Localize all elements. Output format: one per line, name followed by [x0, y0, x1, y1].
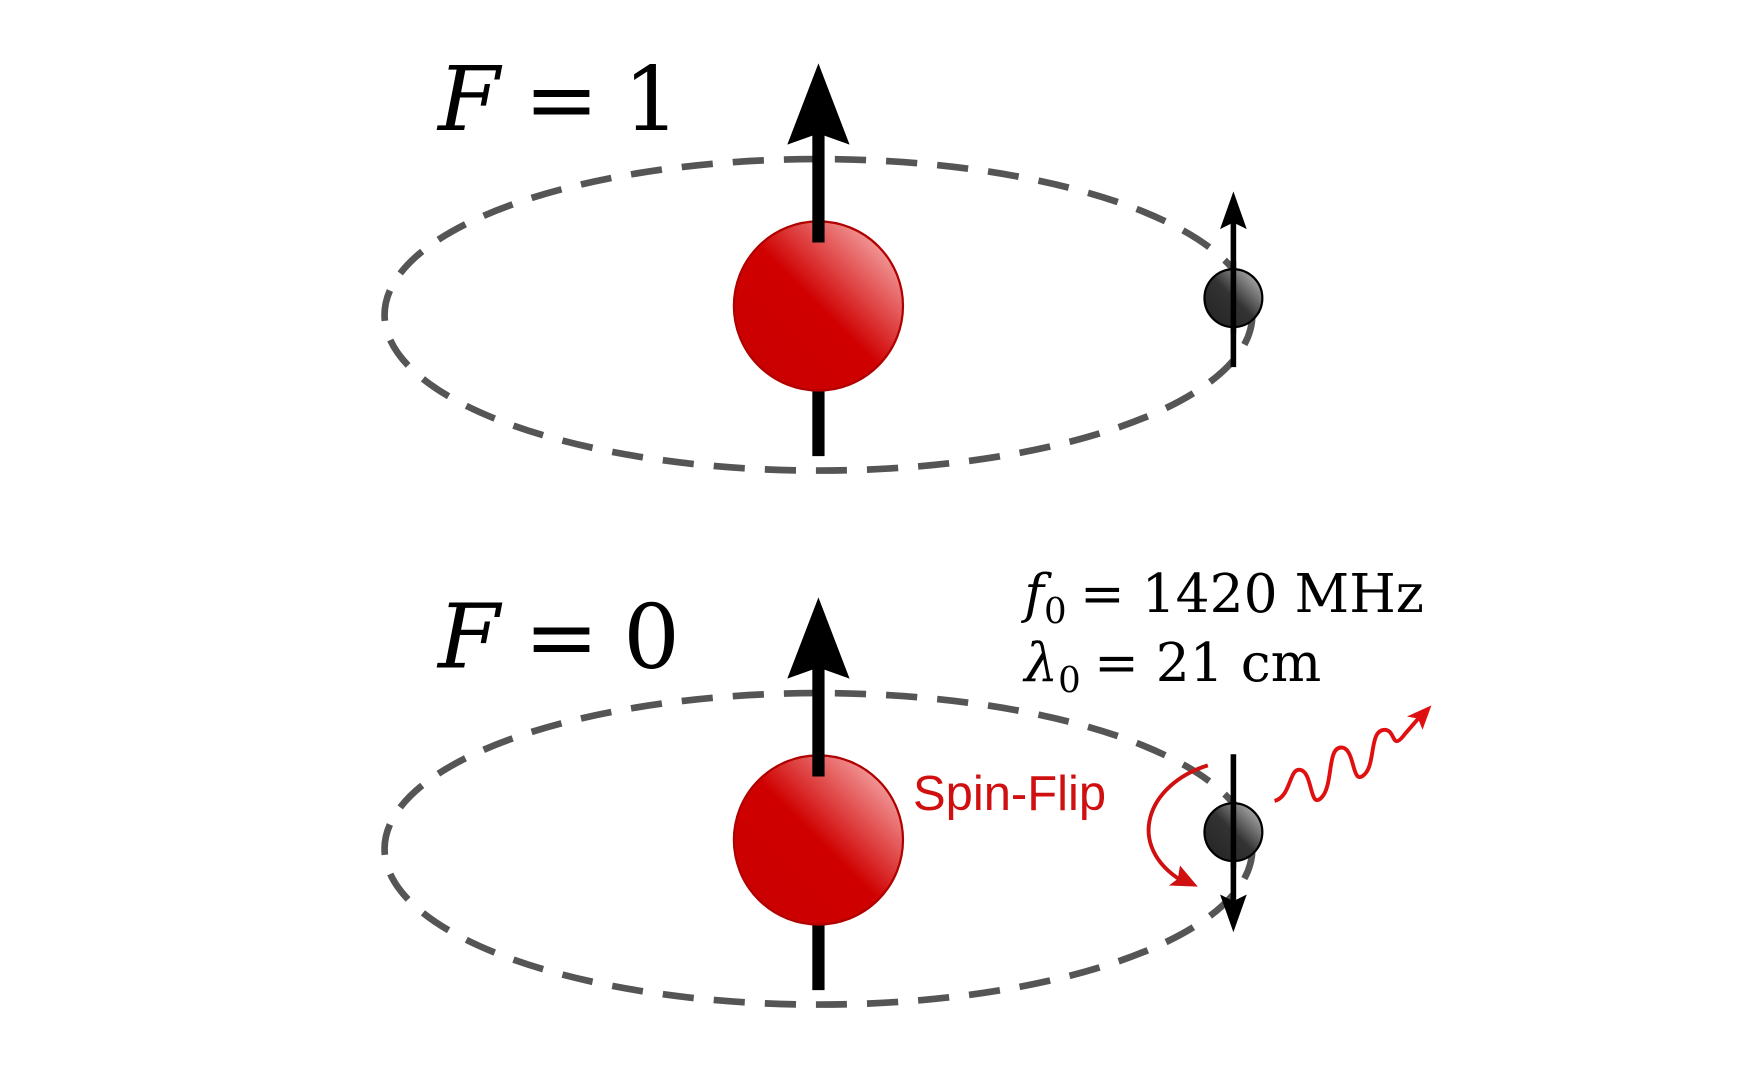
wavelength-label: λ0 = 21 cm — [1022, 631, 1321, 701]
nucleus-spin-arrowhead-up-icon — [787, 597, 850, 679]
state-label-f0: F = 0 — [436, 585, 680, 689]
spin-flip-label: Spin-Flip — [913, 767, 1106, 821]
photon-wave-icon — [1273, 716, 1421, 803]
state-f1: F = 1 — [381, 47, 1264, 474]
state-label-f1: F = 1 — [436, 47, 680, 151]
nucleus-proton — [732, 220, 905, 392]
frequency-label: f0 = 1420 MHz — [1020, 562, 1424, 632]
state-f0: F = 0 f0 = 1420 MHz λ0 = 21 cm Spin-Flip — [381, 562, 1432, 1008]
photon-arrowhead-icon — [1406, 705, 1432, 730]
electron-spin-arrowhead-down-icon — [1220, 894, 1247, 933]
electron-spin-arrowhead-up-icon — [1220, 191, 1247, 230]
spin-flip-arrowhead-icon — [1168, 865, 1198, 887]
spin-flip-curved-arrow-icon — [1146, 763, 1209, 883]
nucleus-proton — [732, 754, 905, 926]
nucleus-spin-arrowhead-up-icon — [787, 63, 850, 145]
